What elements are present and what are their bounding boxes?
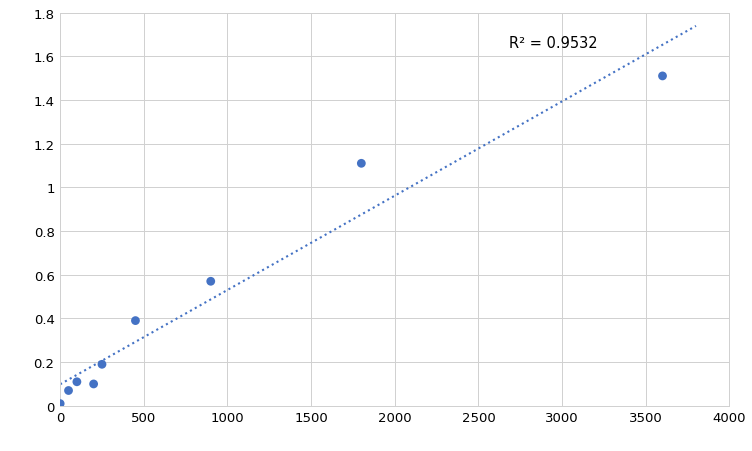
Point (87, 381, 99, 388)
Text: R² = 0.9532: R² = 0.9532 (508, 36, 597, 51)
Point (129, 318, 141, 325)
Point (656, 73, 669, 80)
Point (62, 387, 74, 394)
Point (54, 400, 66, 407)
Point (71, 378, 83, 386)
Point (355, 160, 367, 167)
Point (96, 361, 108, 368)
Point (205, 278, 217, 285)
